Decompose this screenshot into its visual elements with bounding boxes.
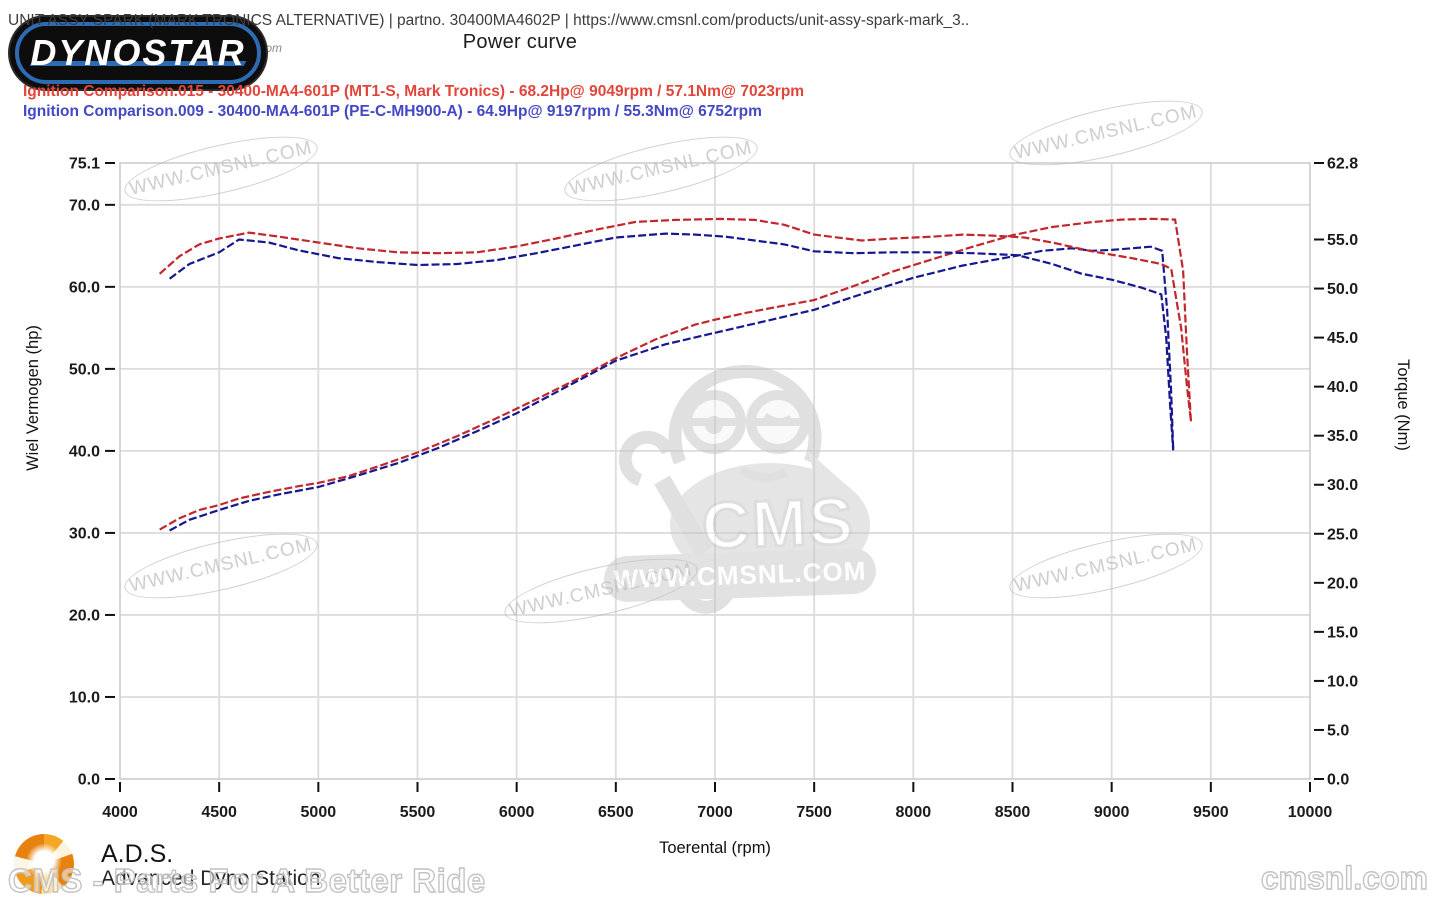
svg-text:60.0: 60.0 [69, 279, 100, 296]
svg-text:6000: 6000 [499, 804, 535, 821]
page-title: Power curve [462, 31, 578, 53]
ads-subtitle: Advanced Dyno Station [101, 867, 321, 890]
svg-text:35.0: 35.0 [1327, 428, 1358, 445]
svg-text:75.1: 75.1 [69, 156, 100, 173]
curve-torque-nm-015-mt1s [158, 217, 1193, 423]
product-header-line: UNIT ASSY SPARK (MARK TRONICS ALTERNATIV… [8, 12, 970, 29]
svg-text:9000: 9000 [1094, 804, 1130, 821]
svg-text:30.0: 30.0 [69, 525, 100, 542]
banner-text: WWW.CMSNL.COM [613, 555, 867, 594]
ads-title: A.D.S. [101, 840, 174, 868]
curve-torque-nm-009-pec [168, 232, 1175, 451]
svg-text:0.0: 0.0 [78, 772, 100, 789]
svg-text:4500: 4500 [201, 804, 237, 821]
svg-text:7000: 7000 [697, 804, 733, 821]
svg-text:55.0: 55.0 [1327, 232, 1358, 249]
svg-text:20.0: 20.0 [1327, 575, 1358, 592]
chart-legend: Ignition Comparison.015 - 30400-MA4-601P… [23, 82, 804, 121]
svg-text:Toerental (rpm): Toerental (rpm) [659, 839, 771, 857]
svg-text:5000: 5000 [301, 804, 337, 821]
legend-run-009: Ignition Comparison.009 - 30400-MA4-601P… [23, 102, 762, 120]
svg-text:5500: 5500 [400, 804, 436, 821]
dynostar-logo: DYNOSTAR [10, 17, 266, 89]
svg-text:0.0: 0.0 [1327, 772, 1349, 789]
svg-text:7500: 7500 [796, 804, 832, 821]
svg-text:10000: 10000 [1288, 804, 1333, 821]
svg-text:25.0: 25.0 [1327, 526, 1358, 543]
svg-text:40.0: 40.0 [1327, 379, 1358, 396]
svg-text:20.0: 20.0 [69, 607, 100, 624]
cmsnl-site-watermark: cmsnl.com [1260, 859, 1429, 896]
dynostar-logo-text: DYNOSTAR [30, 32, 246, 73]
svg-text:40.0: 40.0 [69, 443, 100, 460]
curve-power-hp-009-pec [169, 245, 1175, 532]
svg-text:4000: 4000 [102, 804, 138, 821]
svg-text:9500: 9500 [1193, 804, 1229, 821]
cmsnl-watermark-banner: WWW.CMSNL.COM [603, 547, 877, 603]
svg-text:10.0: 10.0 [69, 689, 100, 706]
svg-text:30.0: 30.0 [1327, 477, 1358, 494]
svg-text:Wiel Vermogen (hp): Wiel Vermogen (hp) [24, 325, 42, 471]
dynostar-logo-ring: DYNOSTAR [15, 22, 261, 84]
svg-text:45.0: 45.0 [1327, 330, 1358, 347]
svg-text:62.8: 62.8 [1327, 156, 1358, 173]
svg-text:50.0: 50.0 [1327, 281, 1358, 298]
legend-run-015: Ignition Comparison.015 - 30400-MA4-601P… [23, 83, 805, 100]
svg-text:15.0: 15.0 [1327, 624, 1358, 641]
svg-text:50.0: 50.0 [69, 361, 100, 378]
svg-text:8000: 8000 [896, 804, 932, 821]
svg-text:Torque (Nm): Torque (Nm) [1394, 359, 1412, 451]
curve-power-hp-015-mt1s [159, 217, 1193, 531]
ads-logo [14, 834, 74, 894]
cms-mascot-watermark: CMS WWW.CMSNL.COM [592, 330, 892, 615]
cms-tagline-watermark: CMS - Parts For A Better Ride [7, 861, 486, 899]
svg-text:70.0: 70.0 [69, 197, 100, 214]
svg-text:8500: 8500 [995, 804, 1031, 821]
svg-text:6500: 6500 [598, 804, 634, 821]
svg-text:5.0: 5.0 [1327, 722, 1349, 739]
svg-text:10.0: 10.0 [1327, 673, 1358, 690]
